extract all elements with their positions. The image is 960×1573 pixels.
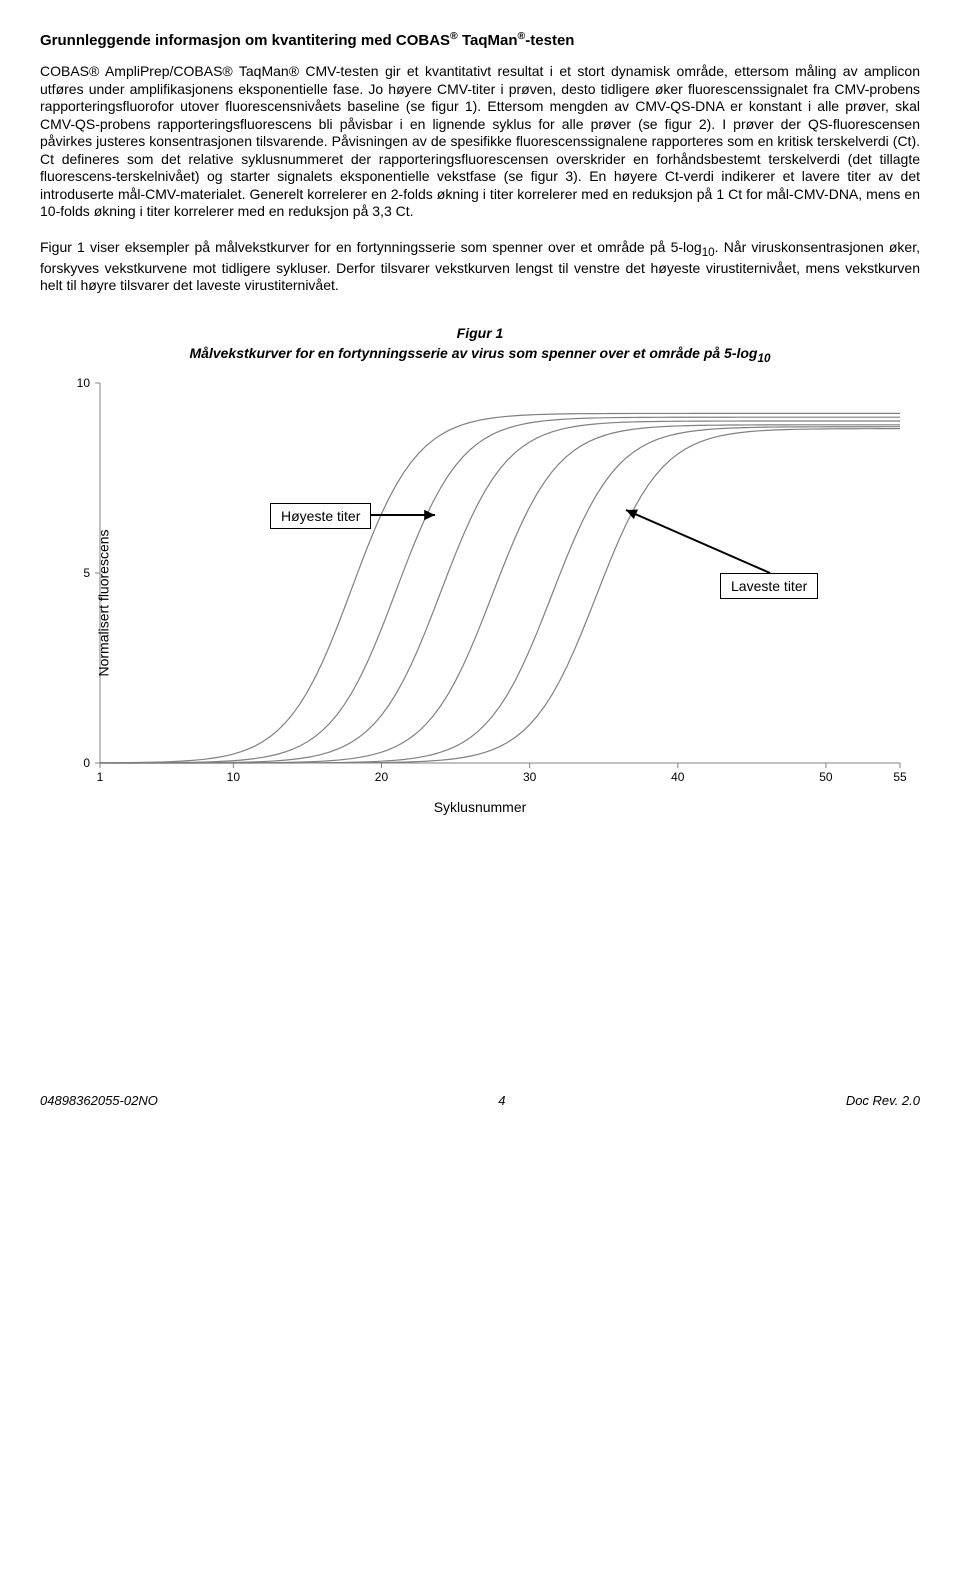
svg-text:30: 30 [523,770,537,784]
figure-label: Figur 1 [40,325,920,341]
svg-text:0: 0 [83,756,90,770]
x-axis-label: Syklusnummer [40,799,920,815]
figure-caption: Målvekstkurver for en fortynningsserie a… [40,345,920,365]
svg-text:10: 10 [227,770,241,784]
paragraph-1: COBAS® AmpliPrep/COBAS® TaqMan® CMV-test… [40,63,920,221]
footer-left: 04898362055-02NO [40,1093,158,1108]
svg-text:50: 50 [819,770,833,784]
callout-lowest-titer: Laveste titer [720,573,818,599]
paragraph-2: Figur 1 viser eksempler på målvekstkurve… [40,239,920,295]
footer-right: Doc Rev. 2.0 [846,1093,920,1108]
svg-text:10: 10 [77,376,91,390]
figure-1-chart: Normalisert fluorescens 0 5 10 1 10 20 30 40 50 5… [40,373,920,833]
y-axis-label: Normalisert fluorescens [96,529,112,676]
svg-text:55: 55 [893,770,907,784]
svg-text:20: 20 [375,770,389,784]
page-heading: Grunnleggende informasjon om kvantiterin… [40,30,920,49]
page-footer: 04898362055-02NO 4 Doc Rev. 2.0 [40,1093,920,1108]
callout-highest-titer: Høyeste titer [270,503,371,529]
svg-text:40: 40 [671,770,685,784]
svg-text:5: 5 [83,566,90,580]
footer-page-number: 4 [498,1093,505,1108]
svg-text:1: 1 [97,770,104,784]
